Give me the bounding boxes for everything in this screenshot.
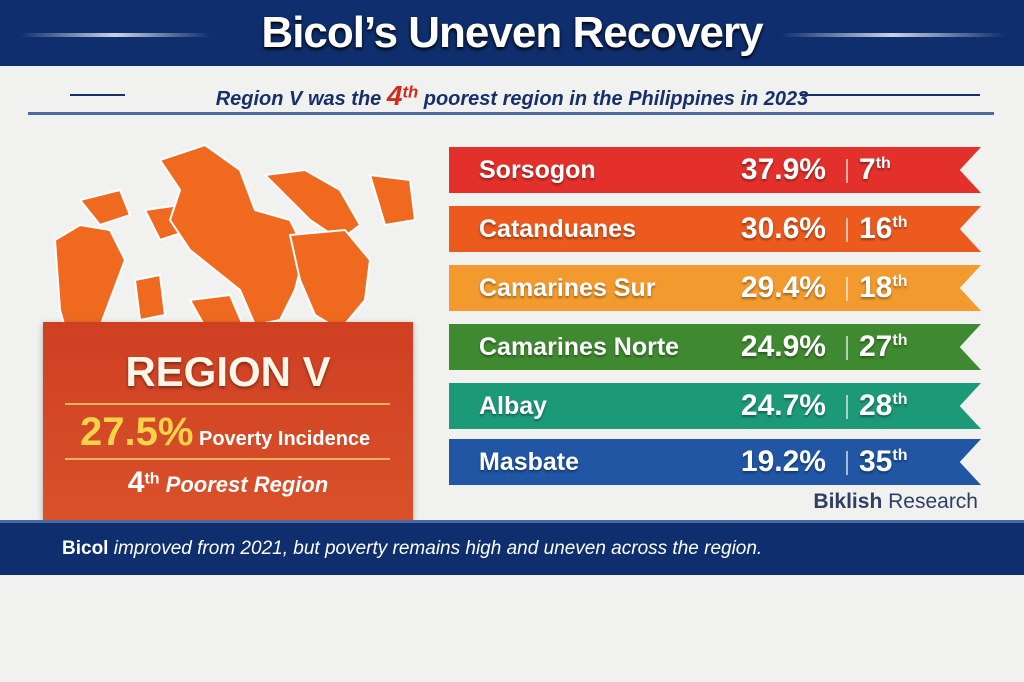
- region-name: REGION V: [125, 348, 331, 395]
- province-name: Masbate: [479, 448, 580, 476]
- province-row: Catanduanes 30.6% 16th: [449, 206, 981, 252]
- province-name: Catanduanes: [479, 215, 636, 243]
- region-rank: 4th Poorest Region: [127, 466, 329, 499]
- province-row: Camarines Norte 24.9% 27th: [449, 324, 981, 370]
- province-row: Sorsogon 37.9% 7th: [449, 147, 981, 193]
- poverty-pct: 24.9%: [740, 330, 826, 363]
- divider: [846, 451, 848, 475]
- divider: [20, 33, 210, 37]
- source-credit: Biklish Research: [813, 490, 978, 513]
- province-rank: 35th: [859, 445, 908, 478]
- footer-banner: Bicol improved from 2021, but poverty re…: [0, 520, 1024, 575]
- divider: [780, 33, 1005, 37]
- region-summary-card: [43, 322, 413, 520]
- divider: [846, 159, 848, 183]
- divider: [65, 458, 390, 460]
- province-rank: 27th: [859, 330, 908, 363]
- divider: [28, 112, 994, 115]
- poverty-pct: 24.7%: [740, 389, 826, 422]
- divider: [846, 218, 848, 242]
- poverty-incidence: 27.5% Poverty Incidence: [80, 410, 371, 454]
- poverty-pct: 30.6%: [740, 212, 826, 245]
- province-row: Masbate 19.2% 35th: [449, 439, 981, 485]
- divider: [846, 277, 848, 301]
- province-name: Albay: [479, 392, 548, 420]
- province-row: Camarines Sur 29.4% 18th: [449, 265, 981, 311]
- header-banner: Bicol’s Uneven Recovery: [0, 0, 1024, 66]
- divider: [70, 94, 125, 96]
- poverty-pct: 29.4%: [740, 271, 826, 304]
- province-name: Camarines Norte: [479, 333, 680, 361]
- province-row: Albay 24.7% 28th: [449, 383, 981, 429]
- province-name: Camarines Sur: [479, 274, 656, 302]
- province-name: Sorsogon: [479, 156, 596, 184]
- divider: [800, 94, 980, 96]
- province-rank: 7th: [859, 153, 891, 186]
- province-rank: 16th: [859, 212, 908, 245]
- divider: [65, 403, 390, 405]
- divider: [846, 336, 848, 360]
- province-rank: 28th: [859, 389, 908, 422]
- subtitle: Region V was the 4th poorest region in t…: [215, 80, 809, 111]
- poverty-pct: 19.2%: [740, 445, 826, 478]
- divider: [846, 395, 848, 419]
- footer-text: Bicol improved from 2021, but poverty re…: [62, 538, 763, 559]
- page-title: Bicol’s Uneven Recovery: [261, 8, 763, 57]
- poverty-pct: 37.9%: [740, 153, 826, 186]
- province-rank: 18th: [859, 271, 908, 304]
